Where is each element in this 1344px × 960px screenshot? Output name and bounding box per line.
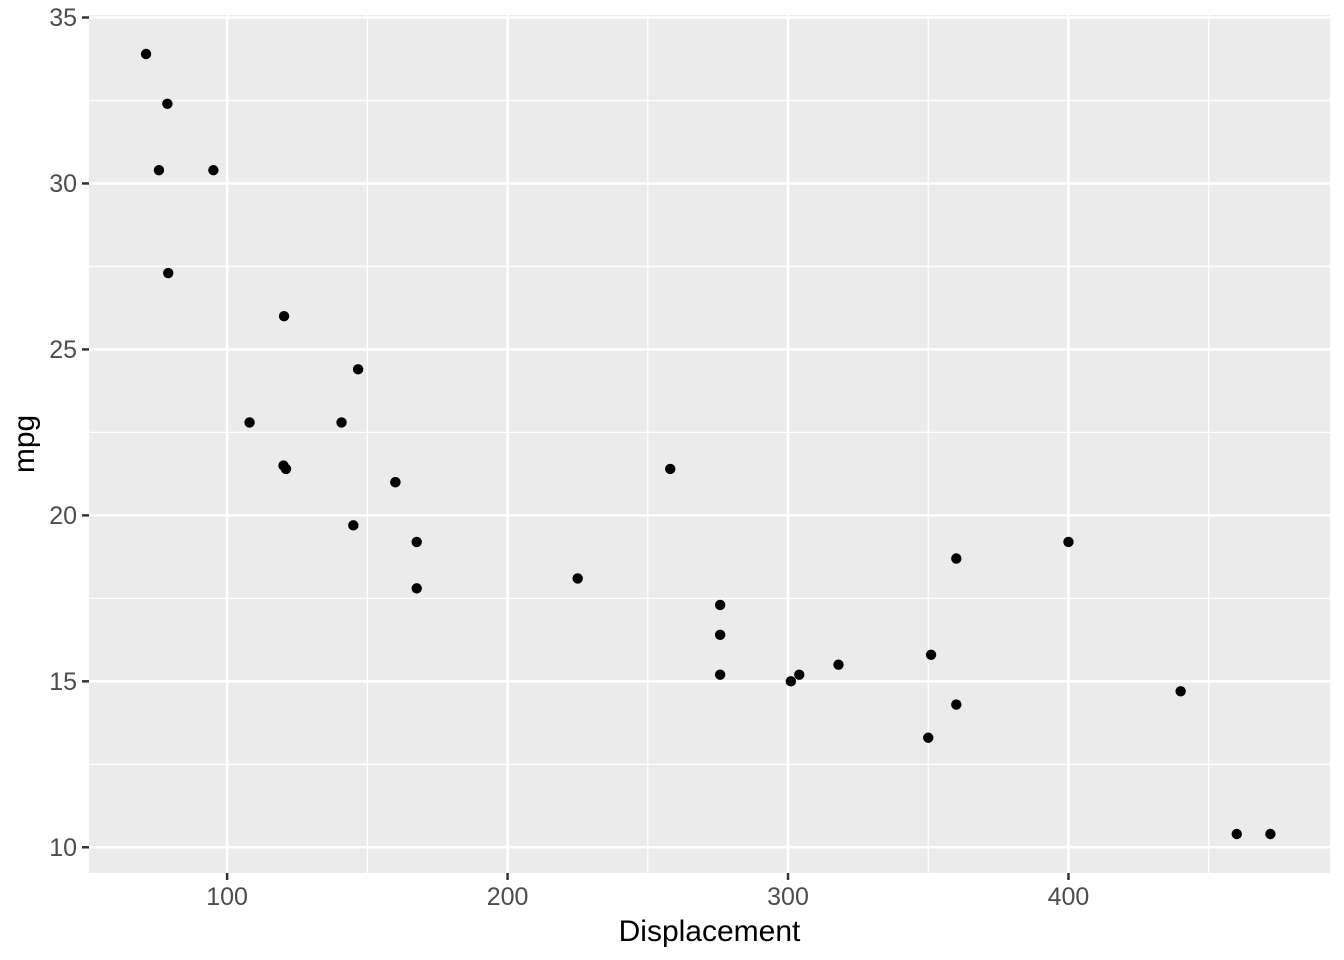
data-point [352,364,364,375]
data-point [794,669,805,680]
data-point [153,164,165,176]
y-tick-label: 30 [49,170,77,198]
y-tick-label: 15 [49,668,77,696]
data-point [278,311,290,322]
y-tick-label: 35 [49,4,77,32]
minor-gridlines [89,15,1330,873]
data-point [714,629,726,641]
data-point [163,267,174,279]
data-point [1063,536,1074,548]
y-tick-label: 10 [49,834,77,862]
data-point [244,417,255,428]
data-point [1175,686,1186,697]
data-point [785,676,797,687]
data-point [951,699,962,710]
plot-panel [89,15,1330,873]
data-point [572,573,583,584]
data-point [951,553,962,564]
data-point [833,659,844,670]
data-point [390,476,401,488]
data-point [925,649,937,660]
x-tick-label: 400 [1048,883,1090,911]
major-gridlines [89,15,1330,873]
data-point [336,417,347,428]
data-point [162,98,173,109]
data-point [348,520,359,531]
data-point [1231,828,1242,840]
data-point [714,669,726,680]
x-tick-label: 300 [767,883,809,911]
y-tick-label: 25 [49,336,77,364]
y-axis-title: mpg [8,415,41,473]
data-point [665,463,676,475]
data-point [208,164,219,176]
data-point [411,536,422,548]
data-point [923,732,934,743]
data-points [140,48,1276,840]
y-tick-label: 20 [49,502,77,530]
data-point [280,463,292,475]
x-axis-title: Displacement [619,915,801,948]
x-tick-label: 100 [206,883,248,911]
axis-tick-marks [82,16,1070,880]
data-point [411,583,422,594]
data-point [140,48,152,60]
x-tick-label: 200 [487,883,529,911]
data-point [1265,828,1276,840]
data-point [714,599,726,611]
axis-tick-labels: 100 200 300 400 10 15 20 25 30 35 [49,4,1089,911]
